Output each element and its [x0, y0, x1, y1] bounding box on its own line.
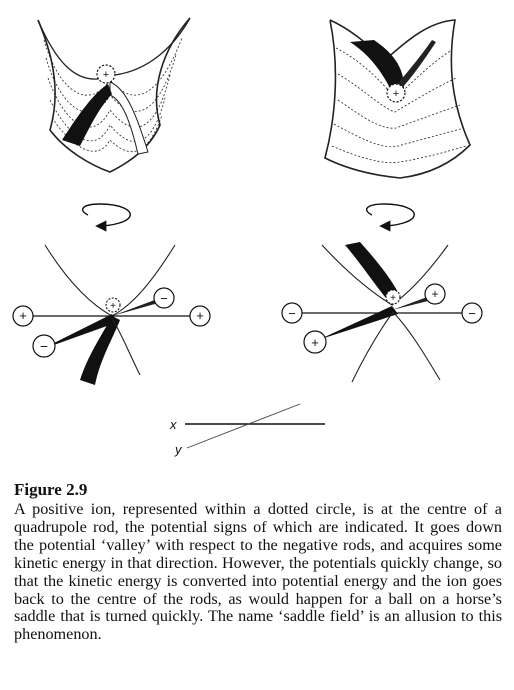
quadrupole-bottom-right: + − − + + — [281, 242, 483, 383]
ion-top-left: + — [96, 64, 116, 84]
caption-text: A positive ion, represented within a dot… — [14, 500, 502, 644]
potential-valley-top-left — [62, 84, 112, 146]
potential-valley-top-right — [350, 40, 404, 92]
svg-text:−: − — [468, 306, 476, 321]
svg-text:−: − — [40, 338, 48, 354]
rod-lower-negative — [32, 334, 56, 358]
rotation-arrow-left — [81, 203, 131, 232]
saddle-surface-top-left — [37, 17, 191, 173]
svg-text:+: + — [390, 293, 396, 304]
svg-text:+: + — [393, 88, 399, 100]
rod-upper-positive — [424, 283, 446, 305]
x-axis-label: x — [169, 417, 177, 432]
svg-text:+: + — [103, 69, 109, 81]
caption-title: Figure 2.9 — [14, 480, 88, 499]
svg-text:+: + — [196, 308, 204, 323]
svg-text:+: + — [110, 301, 116, 312]
svg-text:−: − — [160, 291, 168, 306]
rod-lower-positive — [303, 330, 327, 354]
svg-text:+: + — [19, 308, 27, 323]
svg-text:+: + — [431, 287, 438, 301]
rod-left-positive — [12, 305, 34, 327]
svg-text:−: − — [288, 306, 296, 321]
axes: x y — [169, 403, 325, 457]
svg-text:+: + — [311, 335, 319, 350]
rod-left-negative — [281, 302, 303, 324]
saddle-field-figure: + + + + + − — [12, 17, 483, 457]
y-axis-label: y — [174, 442, 183, 457]
quadrupole-bottom-left: + + + − − — [12, 244, 211, 385]
ion-top-right: + — [386, 83, 406, 103]
rod-upper-negative — [153, 287, 175, 309]
figure-caption: Figure 2.9 A positive ion, represented w… — [14, 480, 502, 644]
rod-right-positive — [189, 305, 211, 327]
rotation-arrow-right — [365, 203, 415, 232]
rod-right-negative — [461, 302, 483, 324]
